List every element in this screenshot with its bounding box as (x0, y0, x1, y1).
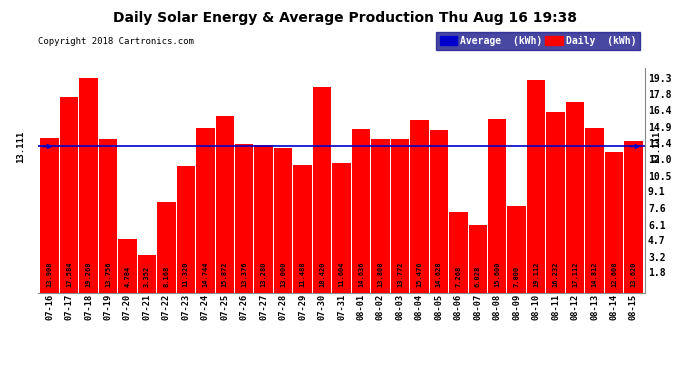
Bar (196, 128, 215, 292)
Bar (313, 87, 331, 292)
Bar (469, 225, 487, 292)
Bar (507, 206, 526, 292)
Legend: Average  (kWh), Daily  (kWh): Average (kWh), Daily (kWh) (436, 32, 640, 50)
Text: 14.812: 14.812 (591, 261, 598, 287)
Bar (585, 128, 604, 292)
Bar (352, 129, 371, 292)
Text: 8.168: 8.168 (164, 266, 170, 287)
Bar (60, 97, 79, 292)
Text: 16.232: 16.232 (553, 261, 559, 287)
Bar (410, 120, 428, 292)
Bar (449, 211, 468, 292)
Text: 7.268: 7.268 (455, 266, 462, 287)
Bar (391, 139, 409, 292)
Bar (157, 201, 176, 292)
Bar (566, 102, 584, 292)
Text: 3.352: 3.352 (144, 266, 150, 287)
Text: 7.800: 7.800 (513, 266, 520, 287)
Text: 19.112: 19.112 (533, 261, 539, 287)
Bar (177, 166, 195, 292)
Text: 13.111: 13.111 (652, 130, 661, 163)
Text: 15.872: 15.872 (221, 261, 228, 287)
Bar (118, 239, 137, 292)
Text: 14.744: 14.744 (202, 261, 208, 287)
Text: 13.280: 13.280 (261, 261, 267, 287)
Bar (41, 138, 59, 292)
Text: 19.268: 19.268 (86, 261, 92, 287)
Bar (255, 145, 273, 292)
Bar (527, 80, 545, 292)
Bar (293, 165, 312, 292)
Text: 11.604: 11.604 (339, 261, 344, 287)
Bar (604, 152, 623, 292)
Text: Copyright 2018 Cartronics.com: Copyright 2018 Cartronics.com (38, 38, 194, 46)
Bar (99, 139, 117, 292)
Text: 13.111: 13.111 (16, 130, 25, 163)
Bar (488, 119, 506, 292)
Bar (430, 130, 448, 292)
Text: 13.000: 13.000 (280, 261, 286, 287)
Text: 11.488: 11.488 (299, 261, 306, 287)
Text: 12.608: 12.608 (611, 261, 617, 287)
Bar (215, 116, 234, 292)
Text: 14.628: 14.628 (436, 261, 442, 287)
Text: 14.636: 14.636 (358, 261, 364, 287)
Text: 13.772: 13.772 (397, 261, 403, 287)
Bar (333, 163, 351, 292)
Text: 4.784: 4.784 (124, 266, 130, 287)
Text: 13.620: 13.620 (631, 261, 636, 287)
Text: 13.756: 13.756 (105, 261, 111, 287)
Text: 11.320: 11.320 (183, 261, 189, 287)
Text: Daily Solar Energy & Average Production Thu Aug 16 19:38: Daily Solar Energy & Average Production … (113, 11, 577, 25)
Text: 13.376: 13.376 (241, 261, 247, 287)
Bar (235, 144, 253, 292)
Bar (371, 139, 390, 292)
Bar (138, 255, 156, 292)
Text: 17.112: 17.112 (572, 261, 578, 287)
Bar (546, 112, 565, 292)
Bar (79, 78, 98, 292)
Text: 13.908: 13.908 (47, 261, 52, 287)
Text: 13.808: 13.808 (377, 261, 384, 287)
Text: 15.476: 15.476 (416, 261, 422, 287)
Text: 6.028: 6.028 (475, 266, 481, 287)
Text: 15.600: 15.600 (494, 261, 500, 287)
Bar (274, 148, 293, 292)
Text: 18.420: 18.420 (319, 261, 325, 287)
Bar (624, 141, 642, 292)
Text: 17.584: 17.584 (66, 261, 72, 287)
